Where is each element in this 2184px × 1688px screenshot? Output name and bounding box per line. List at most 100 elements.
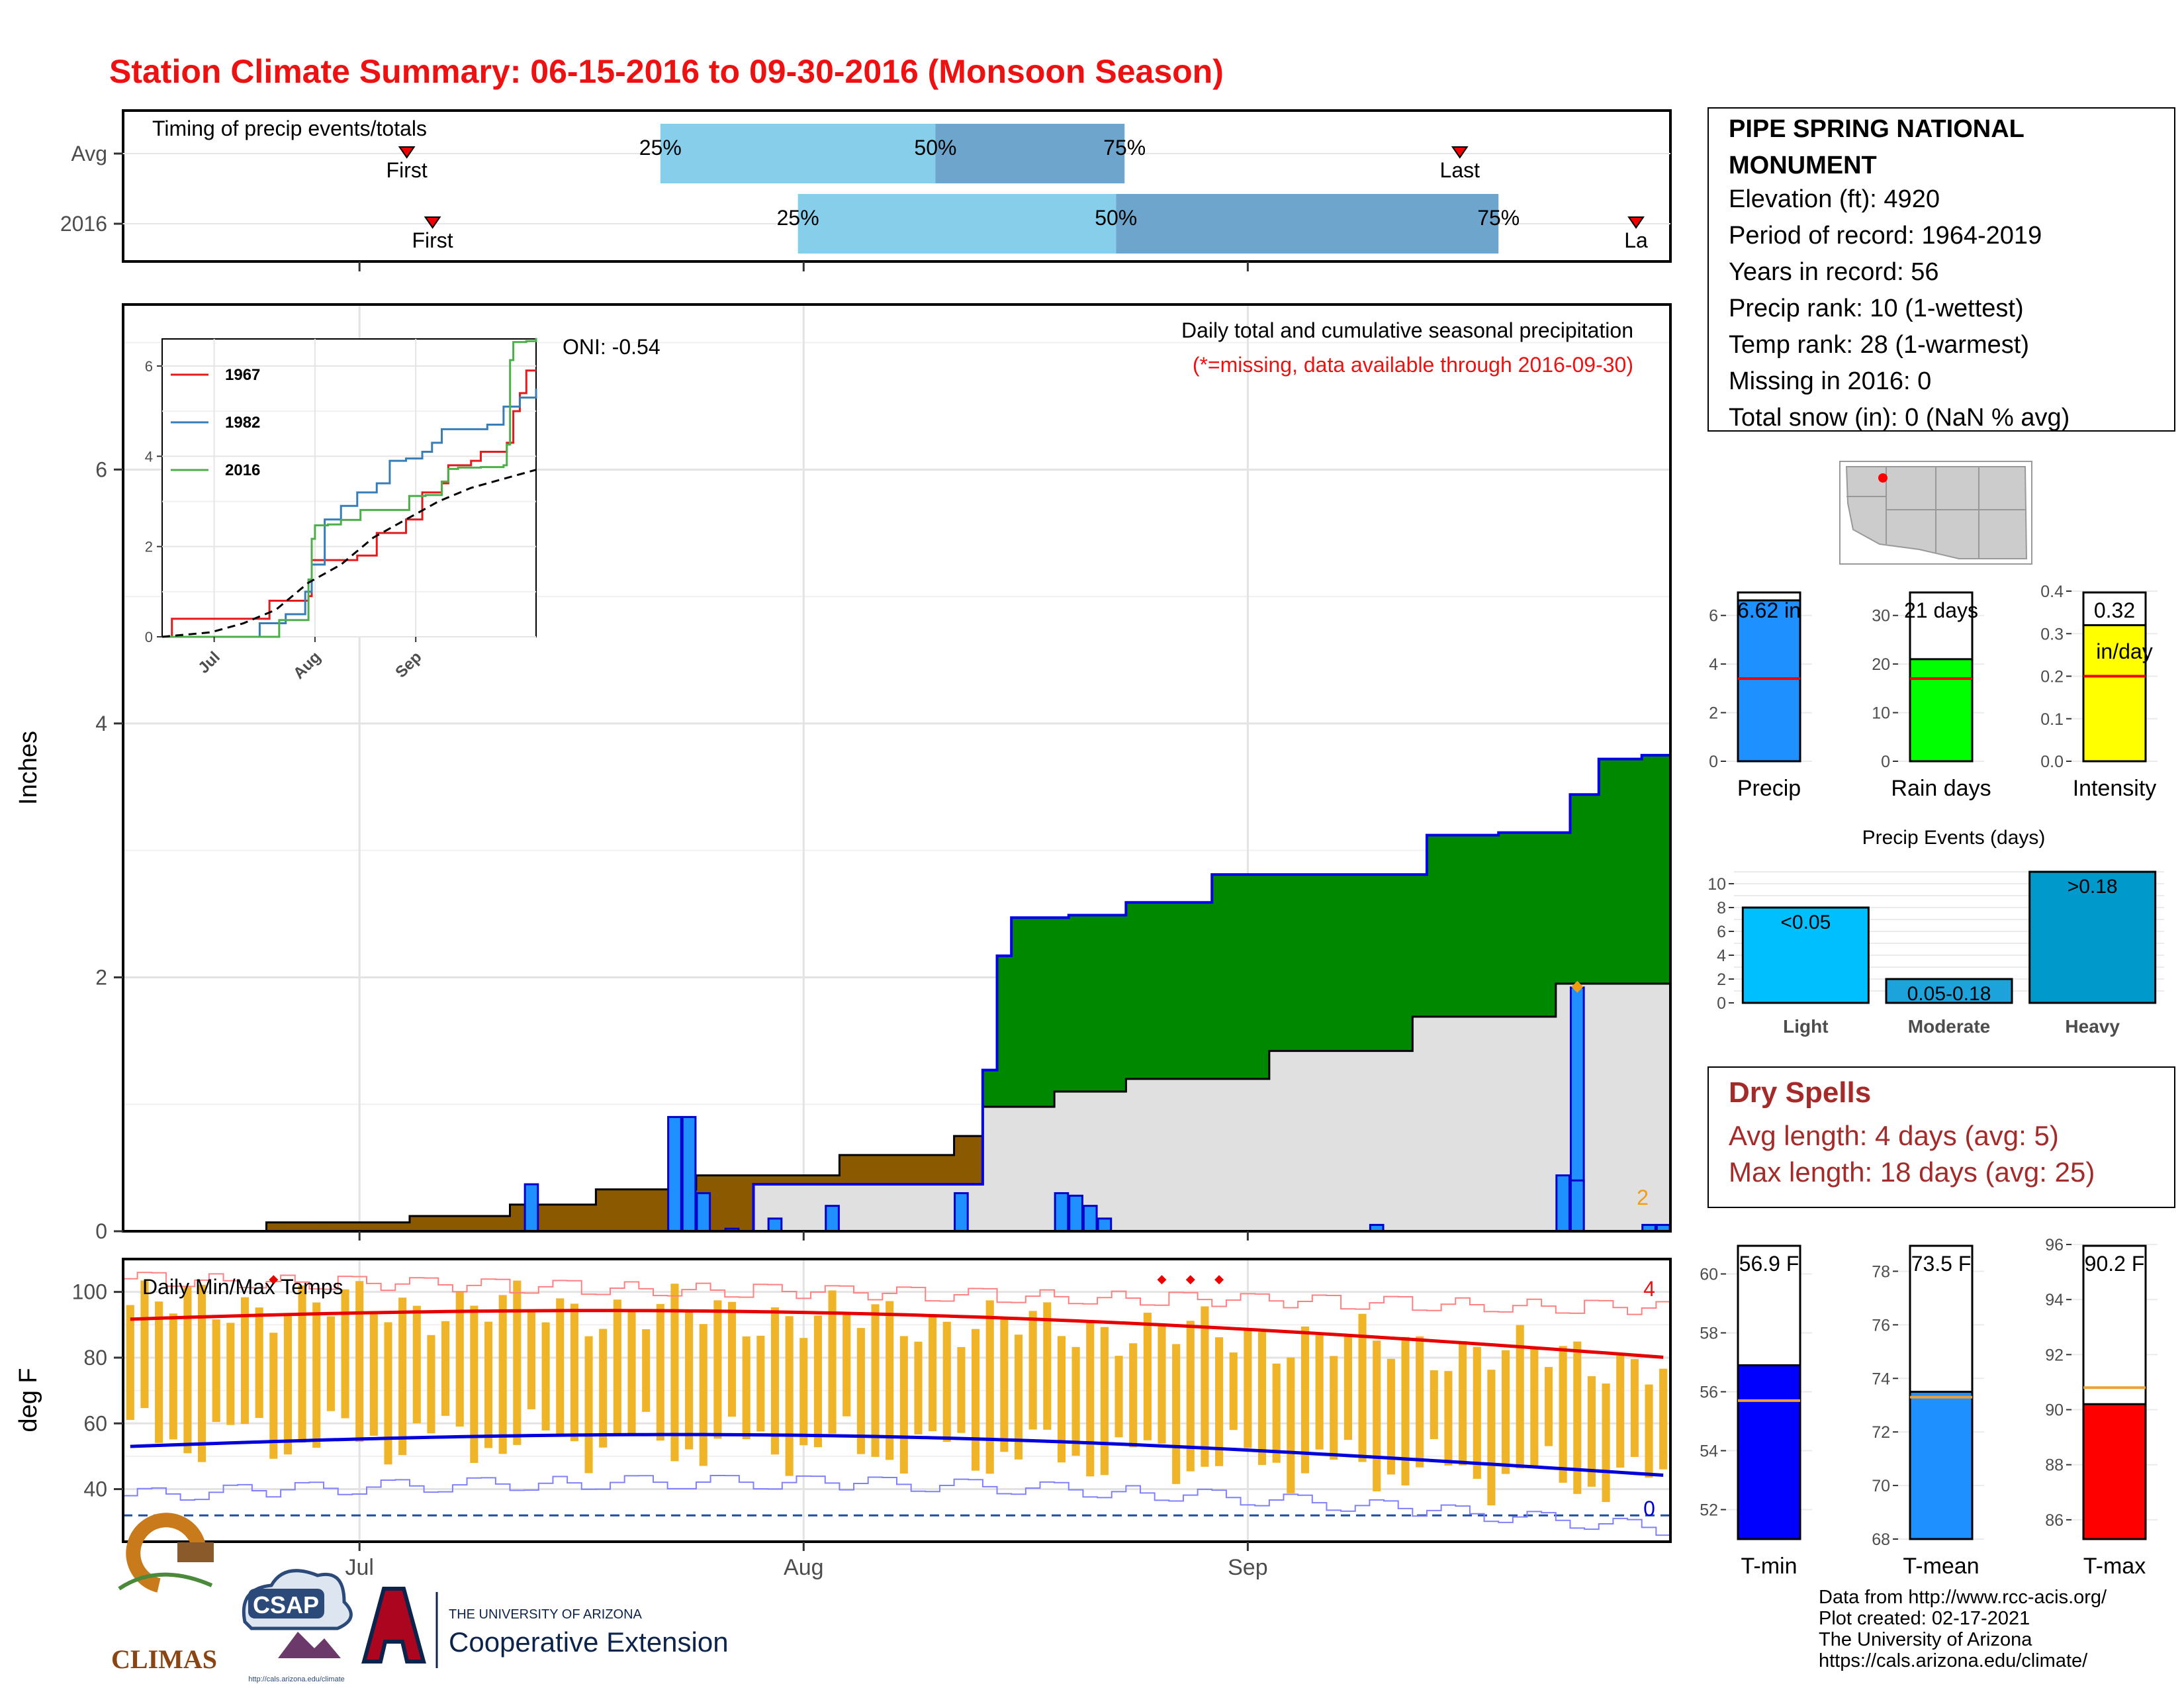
events-y-tick-label: 6 — [1717, 923, 1726, 941]
first-event-marker — [424, 216, 441, 229]
daily-temp-bar — [1416, 1336, 1424, 1468]
daily-temp-bar — [240, 1297, 250, 1425]
avg-cumulative-area — [1484, 1016, 1499, 1231]
timing-row-label-2016: 2016 — [60, 212, 107, 236]
events-y-tick-label: 10 — [1707, 875, 1726, 894]
summary-bar-t-mean — [1909, 1391, 1974, 1540]
small-y-tick-label: 68 — [1872, 1530, 1890, 1549]
avg-cumulative-area — [1169, 1078, 1184, 1231]
daily-temp-bar — [656, 1303, 664, 1441]
below-normal-area — [309, 1222, 324, 1231]
daily-precip-bar — [1555, 1174, 1570, 1233]
daily-temp-bar — [140, 1280, 149, 1409]
avg-cumulative-area — [1584, 984, 1600, 1231]
below-normal-area — [911, 1154, 926, 1185]
daily-temp-bar — [1287, 1357, 1295, 1493]
daily-precip-bar — [696, 1192, 711, 1233]
daily-temp-bar — [1229, 1352, 1238, 1430]
daily-temp-bar — [1315, 1335, 1324, 1450]
small-y-tick-label: 88 — [2045, 1456, 2064, 1475]
daily-precip-bar — [767, 1217, 783, 1233]
above-normal-area — [1111, 915, 1126, 1092]
daily-temp-bar — [914, 1341, 923, 1434]
small-y-tick-label: 86 — [2045, 1511, 2064, 1530]
below-normal-area — [581, 1204, 596, 1231]
inset-series-line-2016 — [162, 338, 537, 638]
avg-cumulative-area — [1183, 1078, 1199, 1231]
below-normal-area — [381, 1222, 396, 1231]
locator-map — [1839, 461, 2032, 565]
timing-pct-label: 75% — [1477, 206, 1520, 230]
temp-y-tick-label: 60 — [83, 1411, 107, 1435]
daily-temp-bar — [713, 1300, 722, 1439]
daily-temp-bar — [326, 1316, 335, 1411]
daily-temp-bar — [1358, 1313, 1367, 1462]
daily-temp-bar — [527, 1310, 536, 1409]
inset-average-line — [161, 469, 537, 638]
below-normal-area — [796, 1175, 811, 1185]
daily-temp-bar — [785, 1316, 794, 1476]
timing-label: Timing of precip events/totals — [152, 117, 427, 140]
record-high-marker — [269, 1275, 279, 1285]
avg-cumulative-area — [1212, 1078, 1227, 1231]
event-bar-label: 0.05-0.18 — [1907, 983, 1991, 1005]
precip-bar-count-label: 2 — [1637, 1186, 1649, 1209]
daily-temp-bar — [886, 1301, 894, 1460]
avg-cumulative-area — [854, 1184, 869, 1231]
below-normal-area — [854, 1154, 869, 1185]
avg-cumulative-area — [1011, 1107, 1026, 1231]
daily-temp-bar — [1430, 1370, 1438, 1440]
above-normal-area — [997, 955, 1012, 1107]
above-normal-area — [1527, 832, 1542, 1017]
below-normal-area — [553, 1204, 568, 1231]
below-normal-area — [968, 1136, 983, 1185]
events-y-tick-label: 2 — [1717, 970, 1726, 989]
daily-temp-bar — [269, 1333, 278, 1459]
timing-pct-label: 25% — [777, 206, 819, 230]
event-bar-light — [1741, 906, 1870, 1004]
daily-temp-bar — [513, 1280, 522, 1445]
small-y-tick-label: 0 — [1881, 753, 1890, 771]
climas-logo-text: CLIMAS — [111, 1644, 217, 1674]
above-normal-area — [1226, 874, 1242, 1079]
record-high-marker — [1214, 1275, 1224, 1285]
daily-temp-bar — [1043, 1302, 1052, 1430]
precip-summary-bars: 6.62 in 0 2 4 6 Precip 21 days 0 10 20 30 Rain days… — [1709, 583, 2158, 801]
inset-series-line-1967 — [162, 369, 536, 638]
inset-legend-label: 1982 — [225, 414, 260, 432]
above-normal-area — [1641, 755, 1657, 984]
daily-precip-bar — [825, 1205, 840, 1233]
above-normal-area — [1627, 759, 1643, 984]
avg-cumulative-area — [1298, 1051, 1313, 1231]
daily-temp-bar — [1444, 1371, 1453, 1466]
below-normal-area — [925, 1154, 940, 1185]
summary-value-label: 90.2 F — [2085, 1252, 2145, 1276]
above-normal-area — [1298, 874, 1313, 1051]
daily-temp-bar — [155, 1301, 163, 1443]
daily-temp-bar — [355, 1281, 364, 1442]
below-normal-area — [467, 1215, 482, 1231]
daily-temp-bar — [972, 1329, 980, 1471]
avg-cumulative-area — [1226, 1078, 1242, 1231]
below-normal-area — [868, 1154, 883, 1185]
daily-temp-bar — [126, 1305, 134, 1421]
precip-y-tick-label: 6 — [95, 457, 107, 481]
above-normal-area — [1355, 874, 1370, 1051]
avg-cumulative-area — [1140, 1078, 1156, 1231]
daily-precip-bar — [523, 1183, 539, 1233]
events-y-tick-label: 0 — [1717, 994, 1726, 1013]
small-y-tick-label: 72 — [1872, 1423, 1890, 1442]
daily-temp-bar — [1172, 1344, 1181, 1484]
small-y-tick-label: 2 — [1709, 704, 1718, 723]
precip-events-chart: Precip Events (days) <0.05 Light 0.05-0.18… — [1707, 827, 2164, 1037]
daily-temp-bar — [412, 1305, 421, 1424]
daily-temp-bar — [1000, 1317, 1009, 1452]
above-normal-area — [1154, 902, 1169, 1079]
avg-cumulative-area — [939, 1184, 955, 1231]
small-y-tick-label: 56 — [1700, 1383, 1718, 1402]
daily-temp-bar — [1501, 1350, 1510, 1474]
below-normal-area — [954, 1136, 969, 1185]
summary-category-label: Rain days — [1891, 776, 1991, 801]
avg-cumulative-area — [1283, 1051, 1298, 1231]
below-normal-area — [481, 1215, 496, 1231]
